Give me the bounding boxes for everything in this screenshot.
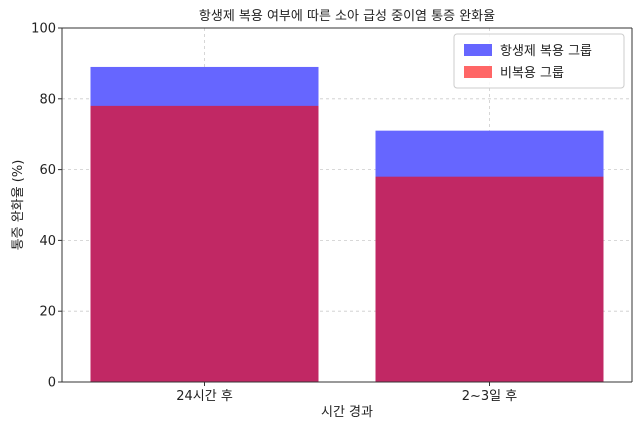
axes xyxy=(61,27,633,383)
y-tick-label: 80 xyxy=(39,92,56,107)
x-ticks: 24시간 후 2~3일 후 xyxy=(176,382,517,404)
chart-title: 항생제 복용 여부에 따른 소아 급성 중이염 통증 완화율 xyxy=(199,9,495,24)
x-tick-label: 24시간 후 xyxy=(176,389,233,404)
x-axis-title: 시간 경과 xyxy=(321,405,373,420)
bar-series-2-2 xyxy=(375,176,604,382)
legend-box xyxy=(453,33,625,89)
y-tick-label: 0 xyxy=(48,376,56,391)
bars xyxy=(90,66,604,382)
legend-label-1: 항생제 복용 그룹 xyxy=(500,44,592,59)
y-tick-label: 40 xyxy=(39,234,56,249)
y-tick-label: 20 xyxy=(39,305,56,320)
legend-swatch-2 xyxy=(464,66,492,78)
x-tick-label: 2~3일 후 xyxy=(462,389,518,404)
y-tick-label: 60 xyxy=(39,163,56,178)
y-axis-title: 통증 완화율 (%) xyxy=(11,160,26,251)
y-ticks: 0 20 40 60 80 100 xyxy=(31,22,62,391)
legend-label-2: 비복용 그룹 xyxy=(500,66,564,81)
y-tick-label: 100 xyxy=(31,22,56,37)
bar-series-2-1 xyxy=(90,105,319,382)
legend-swatch-1 xyxy=(464,44,492,56)
